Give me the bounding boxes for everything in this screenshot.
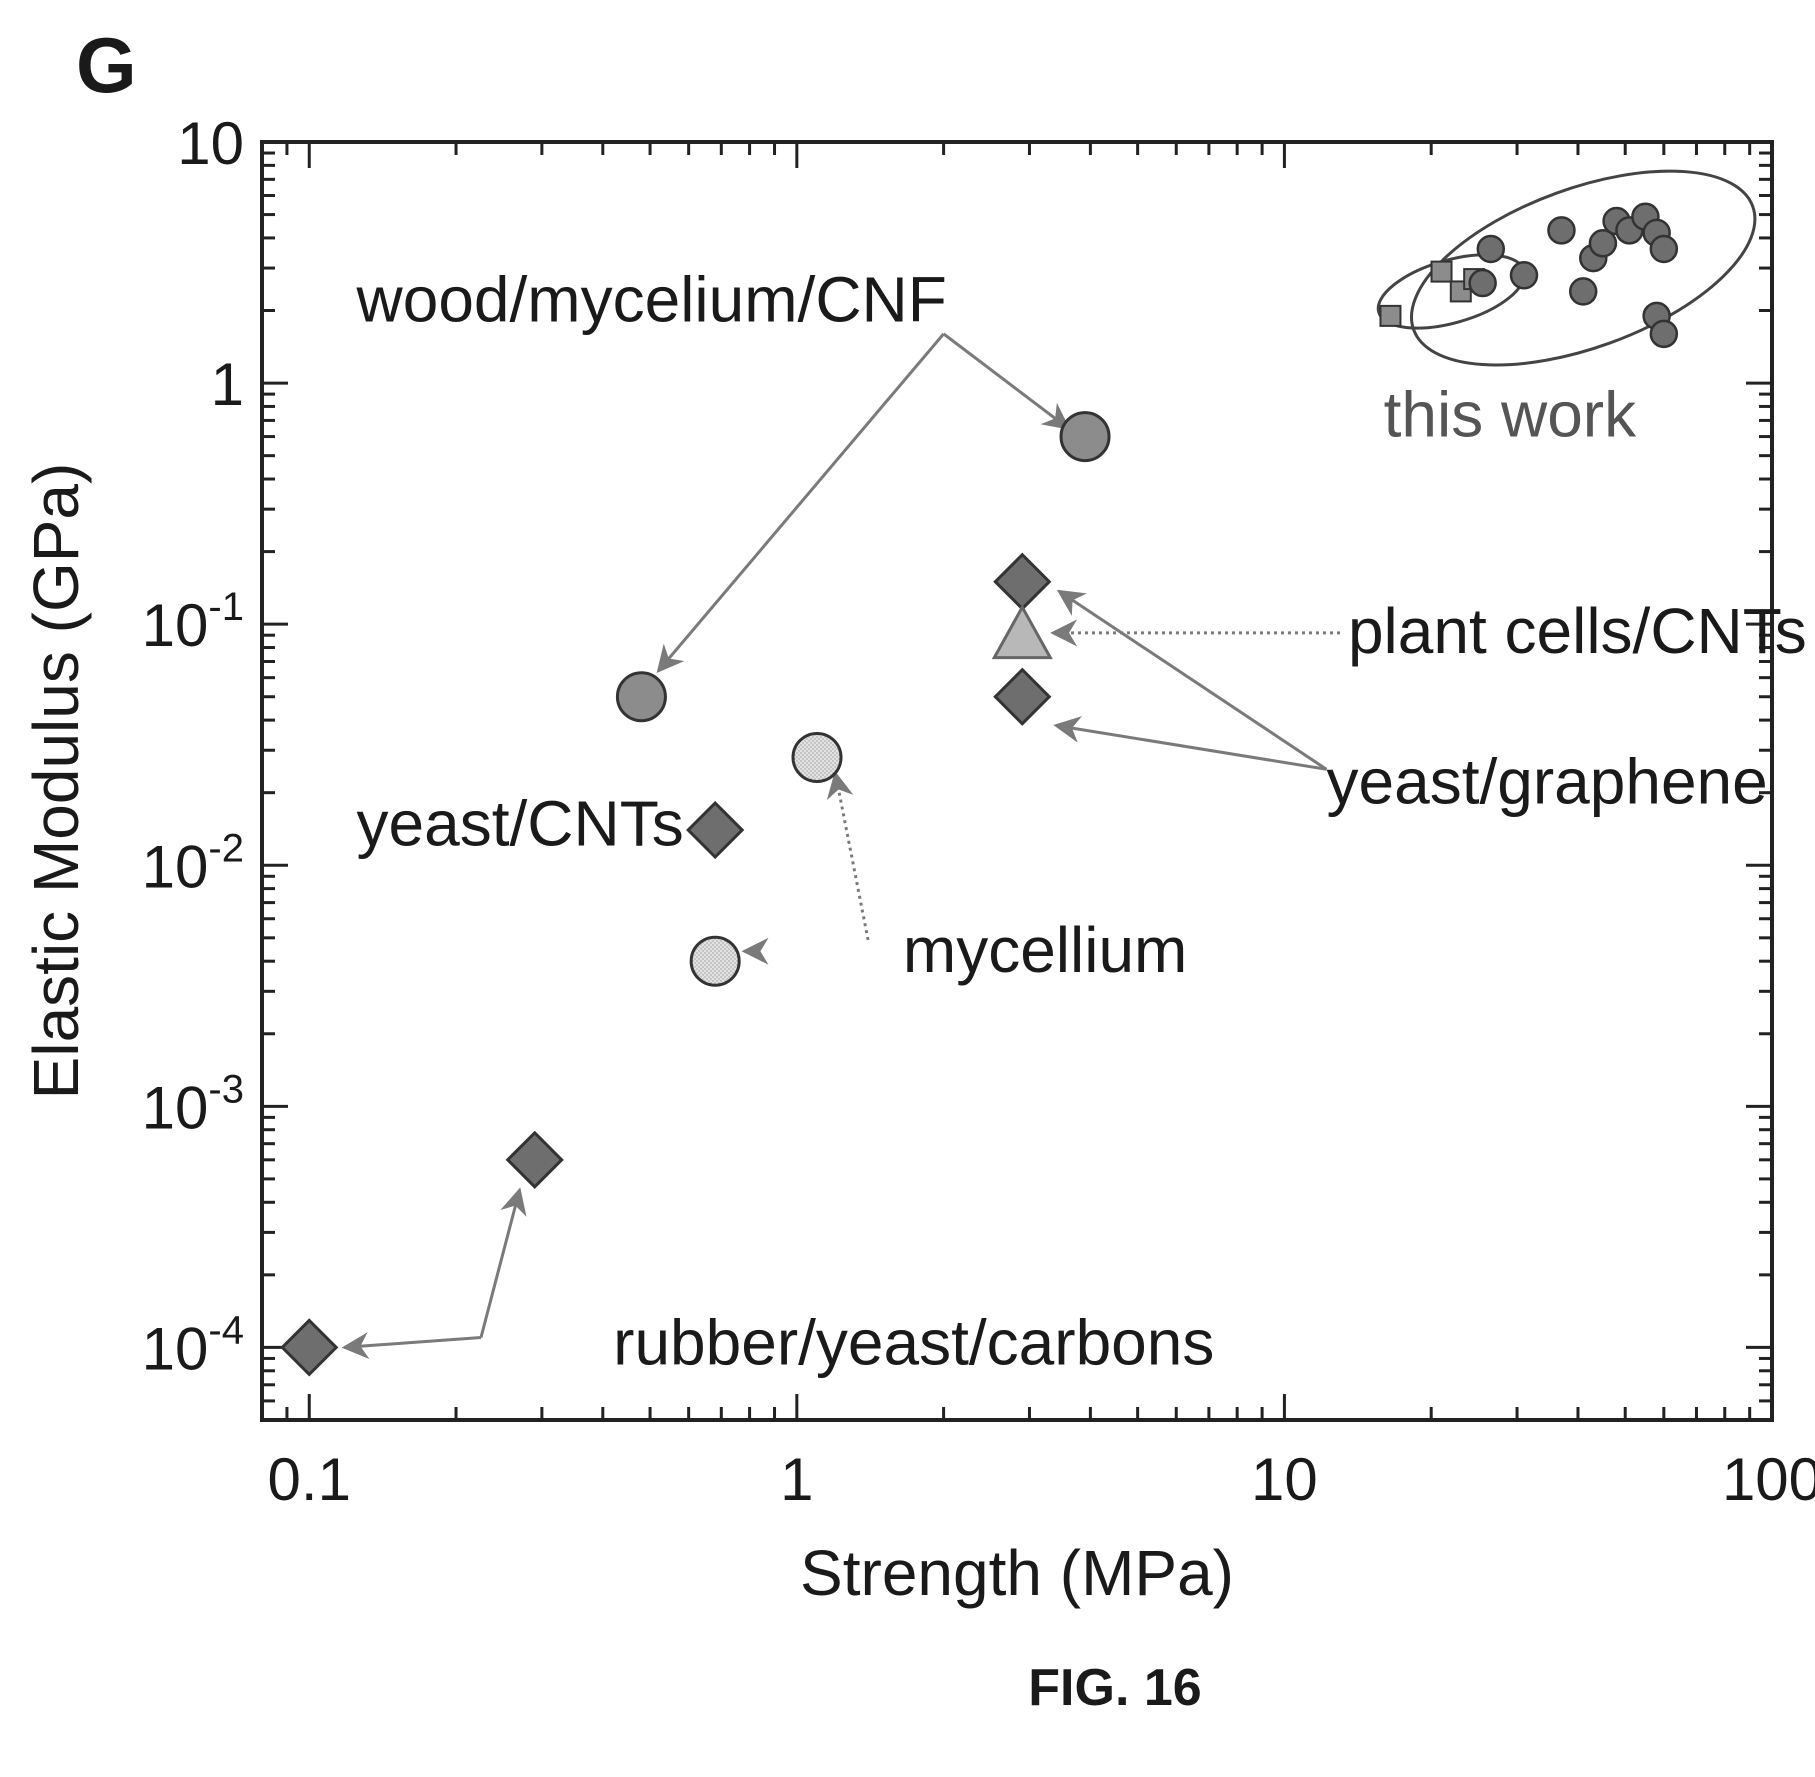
x-tick-label: 1 <box>780 1446 813 1513</box>
this-work-circle <box>1468 268 1497 298</box>
y-tick-label: 10 <box>177 110 244 177</box>
y-tick-labels: 10-4 10-3 10-2 10-1 1 10 <box>142 110 244 1382</box>
this-work-circle <box>1568 277 1598 306</box>
y-tick-label: 10-3 <box>142 1067 244 1141</box>
annotation-wood-mycelium-cnf: wood/mycelium/CNF <box>356 264 947 336</box>
annotation-arrow <box>1053 716 1327 771</box>
annotation-arrow <box>1056 589 1328 771</box>
y-axis-title: Elastic Modulus (GPa) <box>20 463 92 1100</box>
this-work-square <box>1379 304 1402 327</box>
this-work-circle <box>1649 234 1679 264</box>
annotations: wood/mycelium/CNF plant cells/CNTs yeast/g… <box>356 264 1807 1379</box>
annotation-arrow <box>479 1187 527 1338</box>
data-point-yeast-cnts <box>686 800 745 860</box>
annotation-plant-cells-cnts: plant cells/CNTs <box>1348 595 1807 667</box>
data-point-mycellium-2 <box>689 935 741 987</box>
annotation-rubber-yeast-carbons: rubber/yeast/carbons <box>613 1306 1214 1378</box>
this-work-circle <box>1509 261 1539 290</box>
figure-caption: FIG. 16 <box>1028 1659 1201 1717</box>
annotation-yeast-graphene: yeast/graphene <box>1327 746 1768 818</box>
this-work-square <box>1430 260 1453 283</box>
this-work-label: this work <box>1384 379 1638 451</box>
minor-ticks <box>260 140 1774 1422</box>
annotation-arrow <box>341 1332 482 1360</box>
y-tick-label: 10-4 <box>142 1308 244 1382</box>
annotation-mycellium: mycellium <box>903 914 1187 986</box>
annotation-yeast-cnts: yeast/CNTs <box>357 787 684 859</box>
data-point-rubber-yeast-carbons-1 <box>280 1318 339 1377</box>
x-tick-label: 0.1 <box>268 1446 351 1513</box>
this-work-circle <box>1476 234 1506 264</box>
data-point-rubber-yeast-carbons-2 <box>505 1130 564 1189</box>
annotation-arrow <box>826 770 870 941</box>
plot-area-border <box>260 140 1774 1422</box>
this-work-circle <box>1547 216 1576 245</box>
data-point-plant-cells-cnts <box>991 604 1053 660</box>
x-axis-title: Strength (MPa) <box>800 1537 1234 1609</box>
annotation-arrow <box>942 332 1071 430</box>
y-tick-label: 10-2 <box>142 826 244 900</box>
annotation-arrow <box>656 332 945 673</box>
plot-frame <box>260 140 1774 1422</box>
x-tick-labels: 0.1 1 10 100 <box>268 1446 1815 1513</box>
x-tick-label: 100 <box>1722 1446 1815 1513</box>
ellipse-circles-group <box>1410 169 1757 367</box>
y-tick-label: 1 <box>211 351 244 418</box>
this-work-circle <box>1588 229 1618 258</box>
y-tick-label: 10-1 <box>142 585 244 659</box>
this-work-circle <box>1649 319 1679 349</box>
data-point-yeast-graphene-1 <box>993 552 1052 611</box>
annotation-arrows <box>341 332 1340 1360</box>
panel-label: G <box>76 21 137 109</box>
x-tick-label: 10 <box>1251 1446 1318 1513</box>
data-points <box>280 202 1679 1377</box>
data-point-wood-mycelium-cnf-1 <box>615 671 667 723</box>
data-point-mycellium-1 <box>791 731 843 783</box>
data-point-wood-mycelium-cnf-2 <box>1059 411 1111 463</box>
data-point-yeast-graphene-2 <box>993 667 1052 726</box>
